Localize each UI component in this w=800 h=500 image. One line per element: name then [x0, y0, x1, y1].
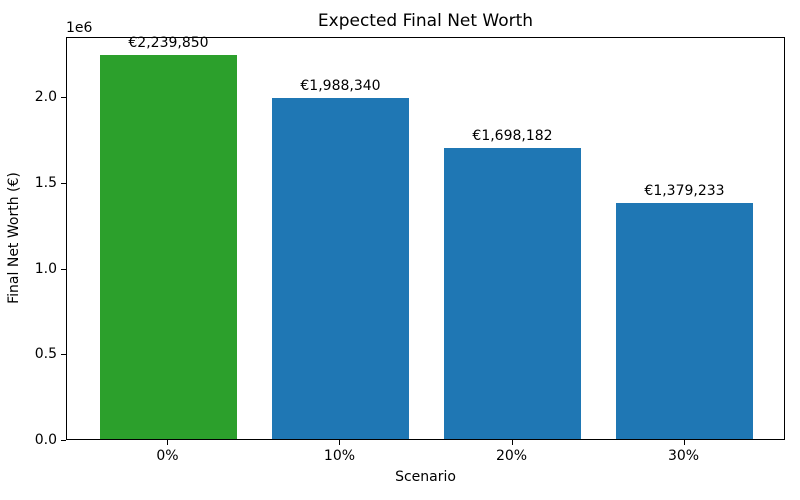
- y-tick-label-1.5: 1.5: [34, 174, 57, 191]
- bar-0%: [99, 55, 238, 439]
- x-tick-label-30%: 30%: [667, 448, 700, 464]
- y-tick-mark-1.5: [61, 182, 66, 184]
- x-tick-mark-30%: [683, 440, 685, 445]
- x-tick-mark-10%: [339, 440, 341, 445]
- bar-20%: [443, 148, 582, 439]
- bar-value-label-10%: €1,988,340: [300, 78, 381, 95]
- bar-10%: [271, 98, 410, 439]
- x-tick-label-20%: 20%: [495, 448, 528, 464]
- y-tick-mark-0.5: [61, 354, 66, 356]
- x-tick-mark-0%: [167, 440, 169, 445]
- y-tick-mark-1.0: [61, 268, 66, 270]
- y-tick-label-0.0: 0.0: [34, 432, 57, 448]
- bar-30%: [615, 202, 754, 439]
- plot-area: €2,239,850 €1,988,340 €1,698,182 €1,379,233: [66, 35, 785, 440]
- y-axis-offset-multiplier: 1e6: [66, 20, 93, 36]
- y-tick-label-2.0: 2.0: [34, 89, 57, 106]
- x-tick-mark-20%: [511, 440, 513, 445]
- chart-title: Expected Final Net Worth: [317, 11, 534, 31]
- bar-value-label-30%: €1,379,233: [644, 182, 725, 199]
- x-tick-label-10%: 10%: [323, 448, 356, 464]
- y-tick-label-0.5: 0.5: [34, 346, 57, 363]
- y-tick-label-1.0: 1.0: [34, 260, 57, 277]
- y-tick-mark-2.0: [61, 97, 66, 99]
- y-axis-label: Final Net Worth (€): [6, 172, 22, 304]
- x-axis-label: Scenario: [395, 469, 456, 485]
- x-tick-label-0%: 0%: [156, 448, 179, 464]
- y-tick-mark-0.0: [61, 440, 66, 441]
- bar-value-label-0%: €2,239,850: [128, 35, 209, 52]
- bar-value-label-20%: €1,698,182: [472, 128, 553, 145]
